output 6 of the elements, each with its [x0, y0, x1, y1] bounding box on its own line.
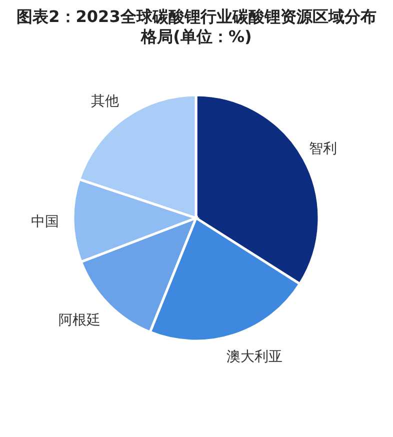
slice-label: 中国 [31, 214, 60, 230]
slice-label: 阿根廷 [58, 312, 101, 329]
slice-label: 智利 [309, 141, 338, 158]
slice-label: 其他 [91, 93, 120, 110]
chart-title: 图表2：2023全球碳酸锂行业碳酸锂资源区域分布格局(单位：%) [16, 7, 376, 46]
slice-label: 澳大利亚 [226, 349, 282, 366]
